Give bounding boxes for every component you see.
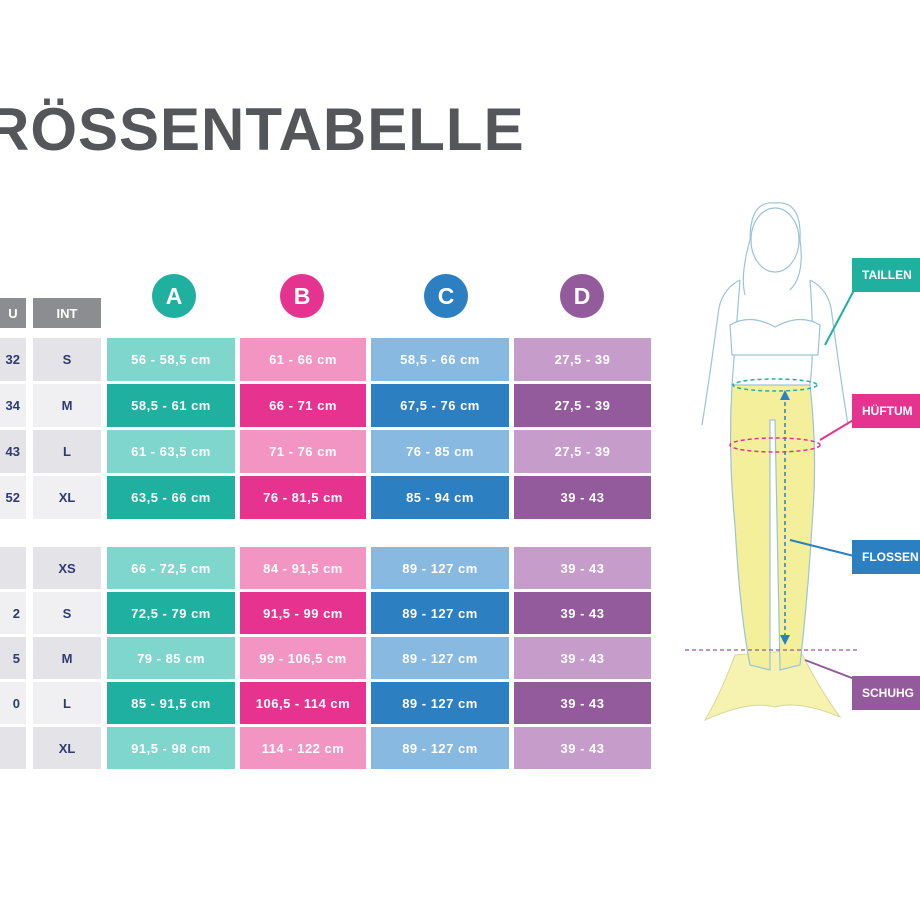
- measure-b-cell: 84 - 91,5 cm: [240, 547, 366, 589]
- measure-b-cell: 91,5 - 99 cm: [240, 592, 366, 634]
- header-int-label: INT: [56, 305, 78, 321]
- measure-b-cell: 99 - 106,5 cm: [240, 637, 366, 679]
- legs: [729, 384, 816, 671]
- column-c-badge: C: [424, 274, 468, 318]
- measure-c-cell: 89 - 127 cm: [371, 637, 509, 679]
- int-size-cell: L: [33, 430, 101, 473]
- int-size-cell: XS: [33, 547, 101, 589]
- measure-d-cell: 39 - 43: [514, 547, 651, 589]
- measure-c-cell: 89 - 127 cm: [371, 592, 509, 634]
- measure-a-cell: 79 - 85 cm: [107, 637, 235, 679]
- measure-a-cell: 72,5 - 79 cm: [107, 592, 235, 634]
- measure-a-cell: 91,5 - 98 cm: [107, 727, 235, 769]
- int-size-cell: M: [33, 384, 101, 427]
- measure-d-cell: 27,5 - 39: [514, 430, 651, 473]
- measure-c-cell: 76 - 85 cm: [371, 430, 509, 473]
- head: [750, 207, 800, 273]
- measure-d-cell: 39 - 43: [514, 727, 651, 769]
- column-d-badge: D: [560, 274, 604, 318]
- column-a-badge: A: [152, 274, 196, 318]
- int-size-cell: S: [33, 338, 101, 381]
- measure-label-1: HÜFTUM: [852, 394, 920, 428]
- int-size-cell: M: [33, 637, 101, 679]
- measure-a-cell: 61 - 63,5 cm: [107, 430, 235, 473]
- measure-a-cell: 58,5 - 61 cm: [107, 384, 235, 427]
- int-size-cell: L: [33, 682, 101, 724]
- measure-b-cell: 61 - 66 cm: [240, 338, 366, 381]
- measure-c-cell: 89 - 127 cm: [371, 547, 509, 589]
- measure-d-cell: 27,5 - 39: [514, 338, 651, 381]
- eu-size-cell: 43: [0, 430, 26, 473]
- eu-size-cell: 34: [0, 384, 26, 427]
- int-size-cell: XL: [33, 727, 101, 769]
- column-b-badge: B: [280, 274, 324, 318]
- page-title: RÖSSENTABELLE: [0, 96, 525, 163]
- hair: [742, 202, 802, 296]
- int-size-cell: S: [33, 592, 101, 634]
- eu-size-cell: 32: [0, 338, 26, 381]
- measure-c-cell: 85 - 94 cm: [371, 476, 509, 519]
- eu-size-cell: 0: [0, 682, 26, 724]
- measure-a-cell: 85 - 91,5 cm: [107, 682, 235, 724]
- measure-b-cell: 114 - 122 cm: [240, 727, 366, 769]
- measure-c-cell: 89 - 127 cm: [371, 727, 509, 769]
- measure-c-cell: 67,5 - 76 cm: [371, 384, 509, 427]
- measure-c-cell: 58,5 - 66 cm: [371, 338, 509, 381]
- tail-fin: [703, 649, 842, 722]
- int-size-cell: XL: [33, 476, 101, 519]
- measure-b-cell: 76 - 81,5 cm: [240, 476, 366, 519]
- eu-size-cell: 5: [0, 637, 26, 679]
- header-eu: U: [0, 298, 26, 328]
- measure-d-cell: 39 - 43: [514, 592, 651, 634]
- measure-a-cell: 63,5 - 66 cm: [107, 476, 235, 519]
- measure-label-3: SCHUHG: [852, 676, 920, 710]
- measure-d-cell: 39 - 43: [514, 637, 651, 679]
- eu-size-cell: [0, 727, 26, 769]
- torso: [701, 279, 849, 426]
- measure-d-cell: 39 - 43: [514, 682, 651, 724]
- measure-c-cell: 89 - 127 cm: [371, 682, 509, 724]
- measure-label-0: TAILLEN: [852, 258, 920, 292]
- eu-size-cell: [0, 547, 26, 589]
- mermaid-figure: [685, 202, 870, 722]
- eu-size-cell: 52: [0, 476, 26, 519]
- eu-size-cell: 2: [0, 592, 26, 634]
- measure-d-cell: 39 - 43: [514, 476, 651, 519]
- top: [729, 318, 821, 356]
- measure-b-cell: 106,5 - 114 cm: [240, 682, 366, 724]
- measure-b-cell: 66 - 71 cm: [240, 384, 366, 427]
- measure-a-cell: 66 - 72,5 cm: [107, 547, 235, 589]
- measure-d-cell: 27,5 - 39: [514, 384, 651, 427]
- measure-a-cell: 56 - 58,5 cm: [107, 338, 235, 381]
- header-eu-label: U: [8, 305, 18, 321]
- measure-label-2: FLOSSEN: [852, 540, 920, 574]
- header-int: INT: [33, 298, 101, 328]
- measure-b-cell: 71 - 76 cm: [240, 430, 366, 473]
